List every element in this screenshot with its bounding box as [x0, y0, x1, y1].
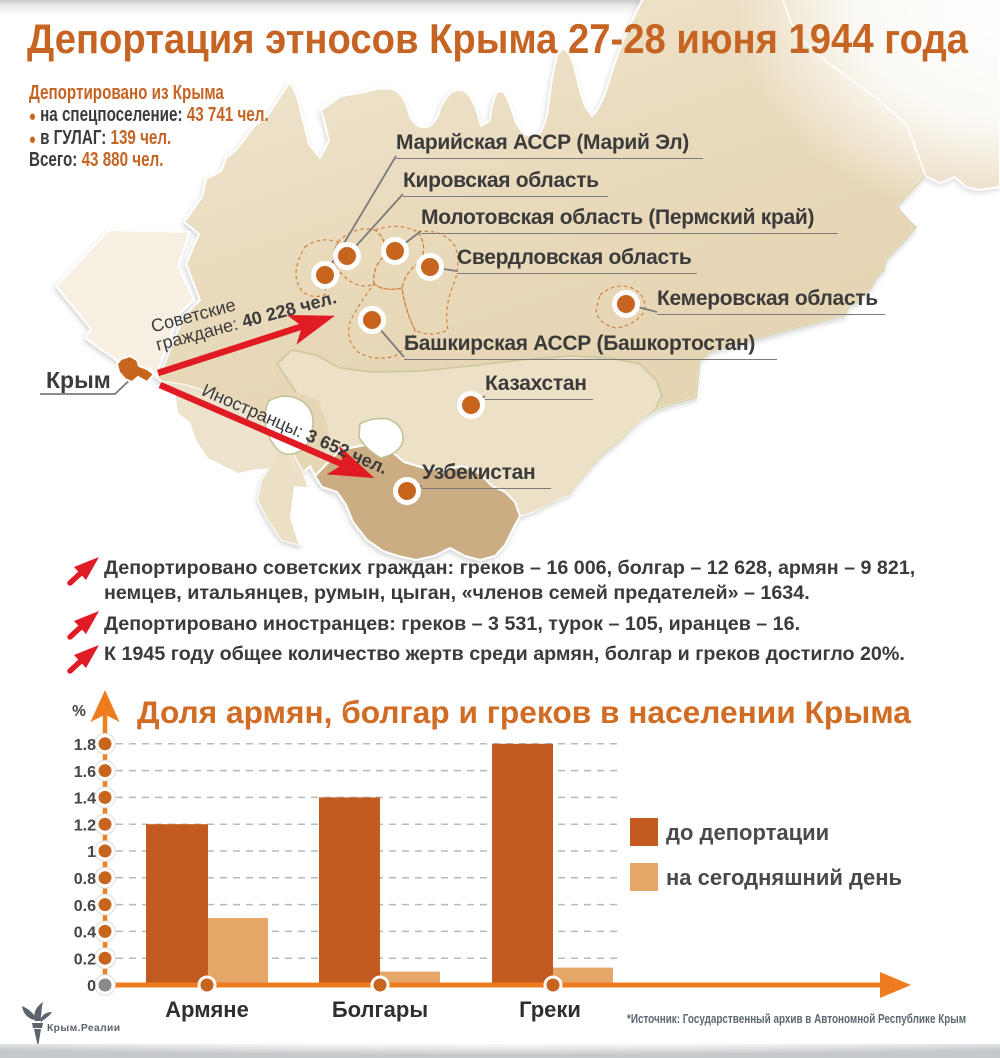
svg-text:%: % [72, 703, 86, 720]
svg-text:Крым.Реалии: Крым.Реалии [47, 1023, 121, 1034]
svg-text:0: 0 [87, 978, 96, 995]
svg-text:1.8: 1.8 [74, 737, 96, 754]
svg-text:Греки: Греки [519, 997, 581, 1022]
svg-text:Армяне: Армяне [165, 997, 249, 1022]
svg-text:0.6: 0.6 [74, 898, 96, 915]
svg-text:0.8: 0.8 [74, 871, 96, 888]
svg-text:на сегодняшний день: на сегодняшний день [666, 865, 902, 890]
svg-text:0.2: 0.2 [74, 951, 96, 968]
svg-text:1.2: 1.2 [74, 817, 96, 834]
svg-text:Болгары: Болгары [332, 997, 428, 1022]
svg-text:1.4: 1.4 [74, 791, 96, 808]
svg-text:до депортации: до депортации [666, 820, 829, 845]
svg-text:0.4: 0.4 [74, 925, 96, 942]
svg-text:1.6: 1.6 [74, 764, 96, 781]
svg-text:1: 1 [87, 844, 96, 861]
